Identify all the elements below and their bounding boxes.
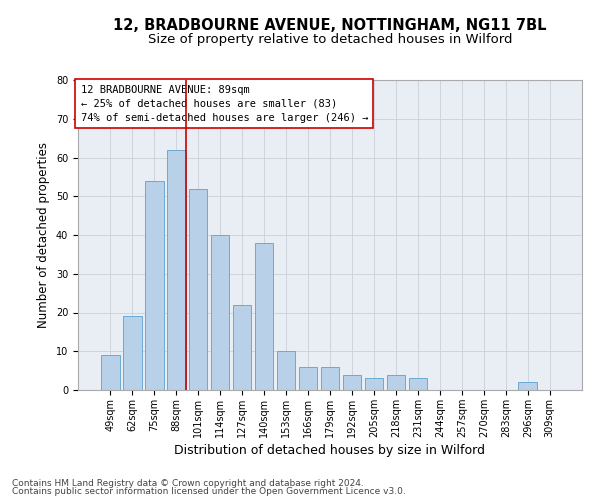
- Text: Contains public sector information licensed under the Open Government Licence v3: Contains public sector information licen…: [12, 487, 406, 496]
- X-axis label: Distribution of detached houses by size in Wilford: Distribution of detached houses by size …: [175, 444, 485, 457]
- Bar: [320, 367, 340, 390]
- Bar: [277, 351, 295, 390]
- Bar: [211, 235, 229, 390]
- Bar: [409, 378, 427, 390]
- Bar: [365, 378, 383, 390]
- Bar: [123, 316, 142, 390]
- Text: Contains HM Land Registry data © Crown copyright and database right 2024.: Contains HM Land Registry data © Crown c…: [12, 478, 364, 488]
- Bar: [233, 304, 251, 390]
- Bar: [189, 188, 208, 390]
- Bar: [299, 367, 317, 390]
- Bar: [518, 382, 537, 390]
- Text: Size of property relative to detached houses in Wilford: Size of property relative to detached ho…: [148, 32, 512, 46]
- Bar: [343, 374, 361, 390]
- Bar: [167, 150, 185, 390]
- Bar: [386, 374, 405, 390]
- Bar: [255, 243, 274, 390]
- Text: 12, BRADBOURNE AVENUE, NOTTINGHAM, NG11 7BL: 12, BRADBOURNE AVENUE, NOTTINGHAM, NG11 …: [113, 18, 547, 32]
- Y-axis label: Number of detached properties: Number of detached properties: [37, 142, 50, 328]
- Text: 12 BRADBOURNE AVENUE: 89sqm
← 25% of detached houses are smaller (83)
74% of sem: 12 BRADBOURNE AVENUE: 89sqm ← 25% of det…: [80, 84, 368, 122]
- Bar: [145, 180, 164, 390]
- Bar: [101, 355, 119, 390]
